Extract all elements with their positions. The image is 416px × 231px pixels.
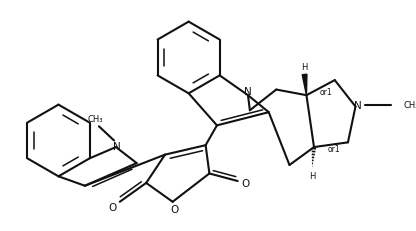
Text: O: O <box>108 203 116 213</box>
Text: CH₃: CH₃ <box>87 115 103 124</box>
Text: O: O <box>171 204 178 214</box>
Text: H: H <box>309 171 315 180</box>
Text: or1: or1 <box>319 88 332 97</box>
Polygon shape <box>302 75 307 96</box>
Text: H: H <box>301 63 308 72</box>
Text: N: N <box>354 100 361 110</box>
Text: or1: or1 <box>327 145 340 154</box>
Text: N: N <box>113 142 121 152</box>
Text: O: O <box>241 178 249 188</box>
Text: CH₃: CH₃ <box>404 101 416 110</box>
Text: N: N <box>244 87 252 97</box>
